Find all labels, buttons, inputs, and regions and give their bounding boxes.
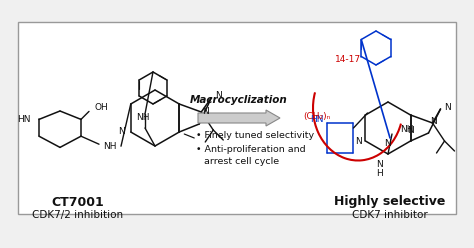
Text: N: N <box>355 137 362 147</box>
Text: CDK7/2 inhibition: CDK7/2 inhibition <box>32 210 124 220</box>
Text: CDK7 inhibitor: CDK7 inhibitor <box>352 210 428 220</box>
Text: N: N <box>407 126 414 135</box>
Text: OH: OH <box>95 103 109 112</box>
Text: N: N <box>118 127 125 136</box>
Text: • Anti-proliferation and: • Anti-proliferation and <box>196 146 306 155</box>
Text: 14-17: 14-17 <box>335 56 361 64</box>
Text: HN: HN <box>310 115 323 124</box>
Text: NH: NH <box>136 113 150 122</box>
FancyArrow shape <box>198 110 280 126</box>
Text: N: N <box>377 160 383 169</box>
Text: N: N <box>430 117 438 126</box>
Text: HN: HN <box>18 115 31 124</box>
Text: (CH₂)ₙ: (CH₂)ₙ <box>303 112 330 121</box>
Text: arrest cell cycle: arrest cell cycle <box>204 157 279 166</box>
Text: NH: NH <box>103 142 117 151</box>
Text: • Finely tuned selectivity: • Finely tuned selectivity <box>196 131 314 141</box>
Text: N: N <box>202 107 209 116</box>
Text: N: N <box>445 102 451 112</box>
Text: NH: NH <box>400 125 413 134</box>
Text: N: N <box>215 92 222 100</box>
Text: Macrocyclization: Macrocyclization <box>190 95 288 105</box>
Text: Highly selective: Highly selective <box>334 195 446 209</box>
Text: H: H <box>377 169 383 178</box>
Text: CT7001: CT7001 <box>52 195 104 209</box>
Text: N: N <box>384 139 392 148</box>
Bar <box>18 22 456 214</box>
